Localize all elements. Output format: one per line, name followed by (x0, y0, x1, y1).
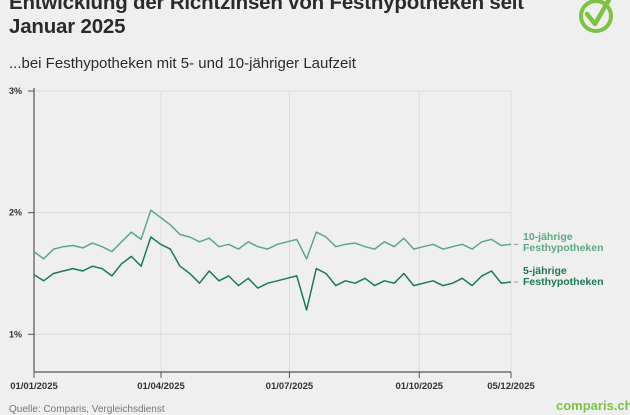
series-label: 5-jährige (523, 265, 567, 277)
y-tick-label: 2% (9, 208, 22, 218)
series-label: 10-jährige (523, 231, 573, 243)
x-tick-label: 01/10/2025 (395, 381, 443, 392)
chart-subtitle: ...bei Festhypotheken mit 5- und 10-jähr… (9, 55, 356, 72)
x-tick-label: 01/07/2025 (266, 381, 314, 392)
x-tick-label: 01/01/2025 (10, 381, 58, 392)
source-note: Quelle: Comparis, Vergleichsdienst (9, 404, 165, 415)
check-circle-icon (579, 0, 613, 33)
brand-label: comparis.ch (556, 398, 630, 413)
y-tick-label: 1% (9, 329, 22, 339)
series-label: Festhypotheken (523, 242, 604, 254)
series-label: Festhypotheken (523, 276, 604, 288)
y-tick-label: 3% (9, 86, 22, 96)
x-tick-label: 01/04/2025 (137, 381, 185, 392)
chart-title: Entwicklung der Richtzinsen von Festhypo… (9, 0, 524, 38)
series-line-5y (33, 236, 512, 311)
series-line-10y (33, 209, 512, 260)
x-tick-label: 05/12/2025 (487, 381, 535, 392)
